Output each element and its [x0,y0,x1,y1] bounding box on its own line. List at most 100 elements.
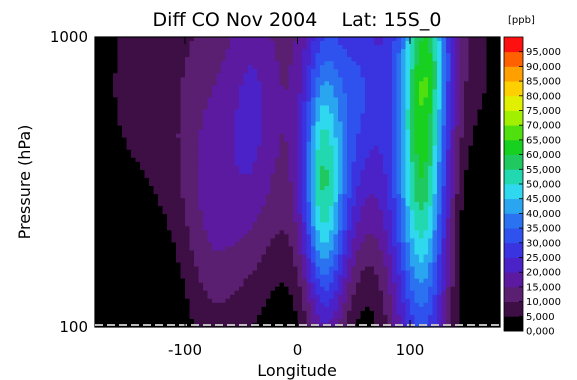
contour-cell [149,165,155,171]
contour-cell [491,194,497,199]
contour-cell [437,210,443,215]
contour-cell [477,153,483,159]
contour-cell [261,109,267,115]
contour-cell [459,125,465,131]
contour-cell [284,81,290,86]
contour-cell [455,210,461,215]
contour-cell [243,105,249,111]
contour-cell [387,210,393,215]
contour-cell [158,93,164,99]
contour-cell [468,165,474,171]
contour-cell [491,161,497,167]
contour-cell [126,61,132,66]
contour-cell [230,93,236,99]
contour-cell [135,177,141,183]
contour-cell [473,45,479,50]
contour-cell [198,53,204,58]
contour-cell [279,37,285,42]
contour-cell [122,101,128,107]
contour-cell [432,190,438,195]
contour-cell [293,41,299,46]
contour-cell [446,157,452,163]
contour-cell [383,206,389,211]
contour-cell [198,218,204,223]
contour-cell [162,121,168,127]
contour-cell [122,57,128,62]
contour-cell [428,238,434,244]
contour-cell [104,85,110,90]
contour-cell [405,198,411,203]
contour-cell [185,101,191,107]
contour-cell [140,57,146,62]
contour-cell [234,153,240,159]
contour-cell [225,218,231,223]
contour-cell [131,41,137,46]
contour-cell [153,81,159,86]
contour-cell [293,97,299,103]
contour-cell [95,218,101,223]
contour-cell [144,226,150,231]
contour-cell [162,65,168,70]
contour-cell [293,194,299,199]
contour-cell [95,145,101,151]
contour-cell [207,53,213,58]
contour-cell [180,45,186,50]
contour-cell [333,190,339,195]
contour-cell [455,165,461,171]
contour-cell [113,65,119,70]
contour-cell [495,101,500,107]
contour-cell [297,69,303,74]
contour-cell [198,214,204,219]
contour-cell [162,41,168,46]
contour-cell [131,137,137,143]
contour-cell [396,81,402,86]
contour-cell [459,153,465,159]
contour-cell [464,105,470,111]
contour-cell [144,173,150,179]
contour-cell [293,129,299,135]
contour-cell [450,141,456,147]
contour-cell [261,69,267,74]
contour-cell [221,133,227,139]
contour-cell [149,105,155,111]
contour-cell [324,226,330,231]
contour-cell [189,133,195,139]
contour-cell [261,238,267,244]
contour-cell [450,73,456,78]
contour-cell [446,161,452,167]
contour-cell [266,137,272,143]
contour-cell [297,89,303,94]
contour-cell [306,254,312,260]
contour-cell [153,198,159,203]
contour-cell [311,254,317,260]
contour-cell [252,153,258,159]
contour-cell [194,157,200,163]
contour-cell [423,73,429,78]
contour-cell [266,45,272,50]
contour-cell [495,137,500,143]
contour-cell [221,230,227,235]
contour-cell [455,246,461,252]
contour-cell [203,141,209,147]
contour-cell [297,218,303,223]
contour-cell [450,65,456,70]
contour-cell [396,161,402,167]
contour-cell [140,93,146,99]
contour-cell [207,45,213,50]
contour-cell [104,165,110,171]
contour-cell [131,258,137,264]
contour-cell [302,89,308,94]
contour-cell [311,182,317,187]
contour-cell [329,182,335,187]
contour-cell [437,194,443,199]
contour-cell [221,149,227,155]
contour-cell [144,77,150,82]
contour-cell [446,53,452,58]
contour-cell [324,85,330,90]
contour-cell [95,246,101,252]
contour-cell [329,250,335,256]
contour-cell [104,137,110,143]
contour-cell [495,194,500,199]
contour-cell [131,129,137,135]
